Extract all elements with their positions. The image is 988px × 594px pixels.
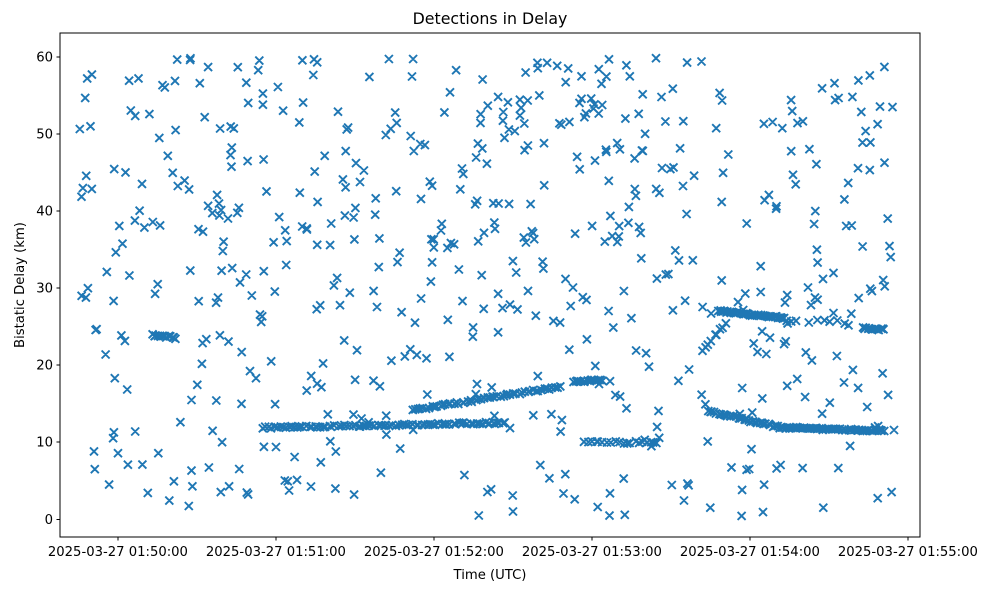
x-tick-label: 2025-03-27 01:55:00 (838, 545, 978, 560)
y-axis-label: Bistatic Delay (km) (13, 222, 28, 348)
y-tick-label: 20 (36, 359, 53, 374)
axes-layer: 2025-03-27 01:50:00 2025-03-27 01:51:00 20… (36, 50, 978, 560)
scatter-points (75, 53, 899, 521)
plot-frame (59, 32, 921, 538)
x-tick-label: 2025-03-27 01:50:00 (48, 545, 188, 560)
y-tick-label: 60 (36, 50, 53, 65)
x-tick-label: 2025-03-27 01:52:00 (364, 545, 504, 560)
y-tick-label: 40 (36, 205, 53, 220)
y-tick-label: 10 (36, 436, 53, 451)
x-tick-label: 2025-03-27 01:53:00 (522, 545, 662, 560)
x-tick-label: 2025-03-27 01:51:00 (206, 545, 346, 560)
x-axis-label: Time (UTC) (453, 568, 527, 583)
y-tick-label: 30 (36, 282, 53, 297)
chart-title: Detections in Delay (413, 9, 568, 28)
y-tick-label: 0 (45, 513, 53, 528)
x-tick-label: 2025-03-27 01:54:00 (680, 545, 820, 560)
y-tick-label: 50 (36, 127, 53, 142)
